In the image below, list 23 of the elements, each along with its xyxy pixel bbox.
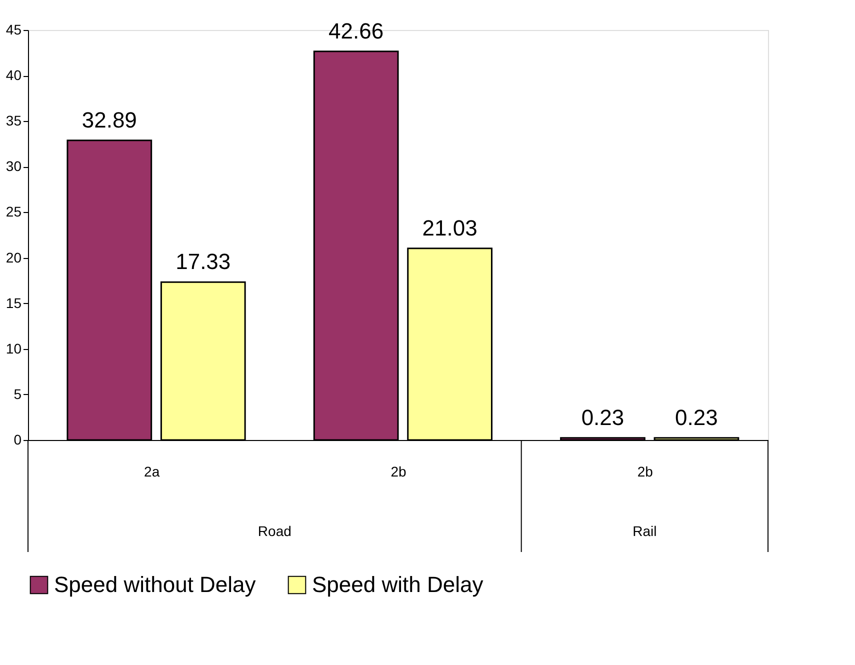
text: Road — [258, 523, 292, 539]
legend-label: Speed without Delay — [54, 572, 256, 597]
data-label: 32.89 — [82, 107, 137, 132]
y-tick-label: 15 — [6, 294, 22, 311]
x-tick-label: 2b — [390, 464, 406, 480]
data-label: 0.23 — [675, 404, 718, 430]
data-label: 17.33 — [176, 249, 231, 274]
y-tick-label: 40 — [6, 67, 22, 84]
y-tick-label: 35 — [6, 112, 22, 129]
data-label: 21.03 — [422, 215, 478, 240]
y-tick-label: 0 — [14, 432, 22, 448]
y-tick-label: 25 — [6, 204, 22, 220]
y-tick-label: 20 — [6, 249, 22, 266]
text: Rail — [632, 523, 657, 539]
x-tick-label: 2b — [637, 464, 654, 480]
data-label: 42.66 — [328, 18, 384, 44]
y-tick-label: 45 — [6, 22, 22, 38]
data-label: 0.23 — [581, 404, 624, 430]
legend-label: Speed with Delay — [312, 572, 484, 597]
y-tick-label: 30 — [6, 158, 22, 174]
y-tick-label: 5 — [14, 386, 22, 402]
y-tick-label: 10 — [6, 340, 22, 356]
x-tick-label: 2a — [144, 464, 160, 480]
